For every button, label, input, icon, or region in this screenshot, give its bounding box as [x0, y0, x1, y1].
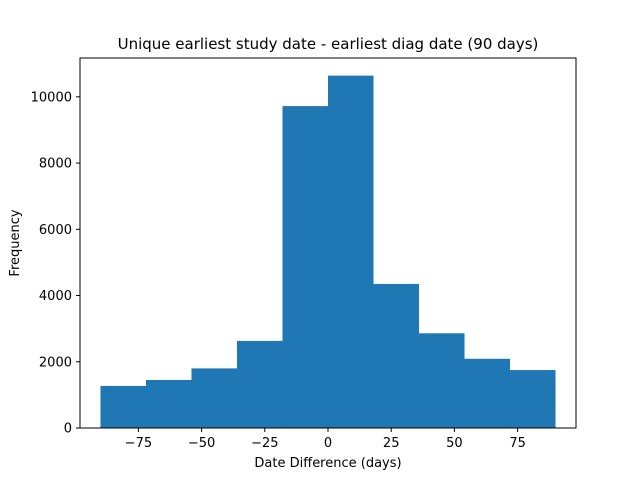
x-tick-label: 50 — [446, 436, 463, 451]
y-tick-label: 6000 — [39, 223, 72, 238]
y-tick-label: 10000 — [31, 90, 72, 105]
histogram-bar — [236, 340, 283, 428]
histogram-bar — [100, 385, 146, 428]
y-axis-label: Frequency — [8, 209, 23, 276]
x-tick-label: −75 — [125, 436, 152, 451]
y-tick-label: 8000 — [39, 157, 72, 172]
x-axis-label: Date Difference (days) — [254, 456, 401, 471]
y-tick-label: 2000 — [39, 355, 72, 370]
histogram-bar — [464, 358, 511, 428]
histogram-bar — [373, 283, 420, 428]
histogram-bar — [328, 75, 374, 428]
x-tick-label: 75 — [509, 436, 526, 451]
chart-title: Unique earliest study date - earliest di… — [118, 35, 539, 53]
x-tick-label: 0 — [324, 436, 332, 451]
histogram-bar — [282, 106, 328, 428]
x-tick-label: 25 — [383, 436, 400, 451]
x-tick-label: −25 — [251, 436, 278, 451]
bars-group — [100, 75, 556, 428]
y-tick-label: 0 — [64, 422, 72, 437]
y-tick-label: 4000 — [39, 289, 72, 304]
histogram-bar — [191, 368, 237, 428]
histogram-bar — [510, 370, 556, 428]
y-axis-ticks: 0 2000 4000 6000 8000 10000 — [31, 90, 80, 437]
x-axis-ticks: −75 −50 −25 0 25 50 75 — [125, 428, 526, 451]
histogram-bar — [419, 333, 465, 428]
histogram-bar — [145, 379, 192, 428]
x-tick-label: −50 — [188, 436, 215, 451]
